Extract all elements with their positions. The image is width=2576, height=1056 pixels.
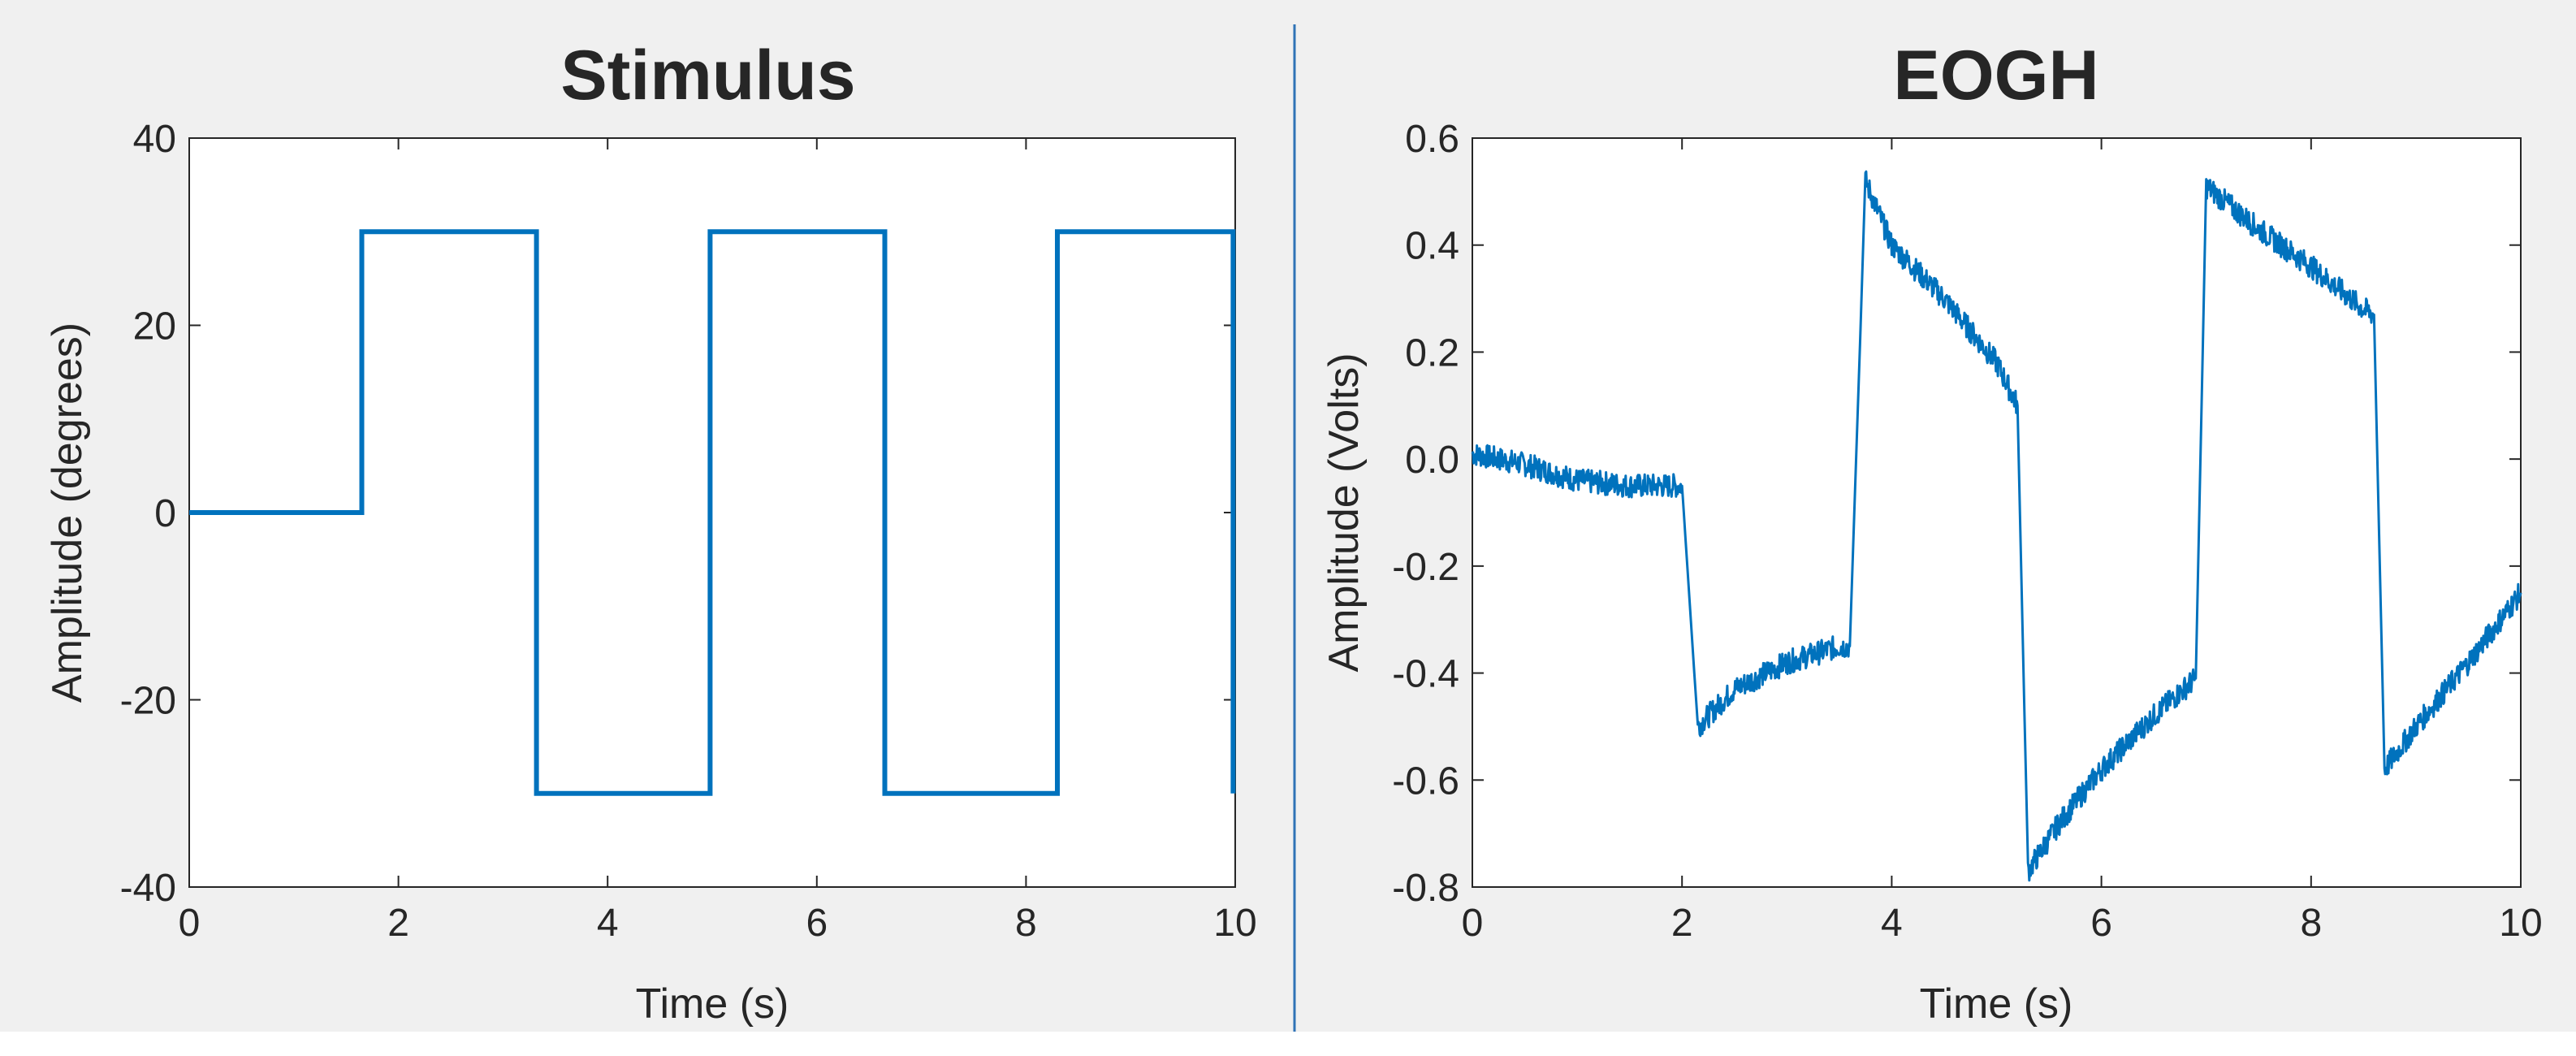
x-tick-labels: 0 2 4 6 8 10 bbox=[179, 902, 1257, 945]
stimulus-panel: Stimulus 0 2 4 6 8 10 -40 -20 0 20 40 Time (s) Am… bbox=[44, 37, 1257, 1028]
y-axis-label: Amplitude (Volts) bbox=[1320, 353, 1368, 672]
y-tick-label: 40 bbox=[133, 118, 176, 161]
y-tick-label: 20 bbox=[133, 305, 176, 348]
x-tick-label: 8 bbox=[2300, 902, 2322, 945]
y-tick-label: -40 bbox=[120, 867, 176, 910]
eogh-series-line bbox=[1471, 170, 2522, 882]
x-tick-label: 6 bbox=[806, 902, 828, 945]
stimulus-series-line bbox=[189, 229, 1236, 796]
axes-box bbox=[1472, 137, 2522, 888]
y-tick-label: 0.0 bbox=[1405, 439, 1459, 482]
y-tick-label: 0.4 bbox=[1405, 225, 1459, 268]
x-tick-label: 6 bbox=[2090, 902, 2112, 945]
x-tick-label: 0 bbox=[179, 902, 201, 945]
y-tick-labels: -0.8 -0.6 -0.4 -0.2 0.0 0.2 0.4 0.6 bbox=[1392, 118, 1459, 910]
y-tick-label: 0.6 bbox=[1405, 118, 1459, 161]
y-tick-label: -0.4 bbox=[1392, 653, 1459, 696]
x-tick-label: 4 bbox=[597, 902, 619, 945]
y-tick-label: 0.2 bbox=[1405, 331, 1459, 374]
x-axis-label: Time (s) bbox=[1920, 980, 2073, 1028]
bottom-strip bbox=[0, 1032, 2576, 1056]
y-tick-label: -20 bbox=[120, 680, 176, 723]
y-tick-label: 0 bbox=[154, 492, 176, 535]
y-axis-label: Amplitude (degrees) bbox=[44, 322, 91, 703]
x-tick-label: 4 bbox=[1881, 902, 1903, 945]
y-tick-labels: -40 -20 0 20 40 bbox=[120, 118, 176, 910]
x-tick-label: 2 bbox=[1671, 902, 1693, 945]
x-axis-label: Time (s) bbox=[636, 980, 789, 1028]
x-tick-label: 8 bbox=[1015, 902, 1037, 945]
eogh-panel: EOGH 0 2 4 6 8 10 -0.8 -0.6 -0.4 -0.2 0.0 0.2 0.4 0.… bbox=[1320, 37, 2543, 1028]
x-tick-label: 10 bbox=[2499, 902, 2542, 945]
y-tick-label: -0.8 bbox=[1392, 867, 1459, 910]
y-tick-label: -0.2 bbox=[1392, 546, 1459, 589]
x-tick-label: 2 bbox=[387, 902, 409, 945]
panel-title: EOGH bbox=[1893, 37, 2098, 115]
x-tick-labels: 0 2 4 6 8 10 bbox=[1462, 902, 2543, 945]
panel-title: Stimulus bbox=[560, 37, 855, 115]
y-tick-label: -0.6 bbox=[1392, 760, 1459, 803]
x-tick-label: 0 bbox=[1462, 902, 1484, 945]
x-tick-label: 10 bbox=[1213, 902, 1256, 945]
